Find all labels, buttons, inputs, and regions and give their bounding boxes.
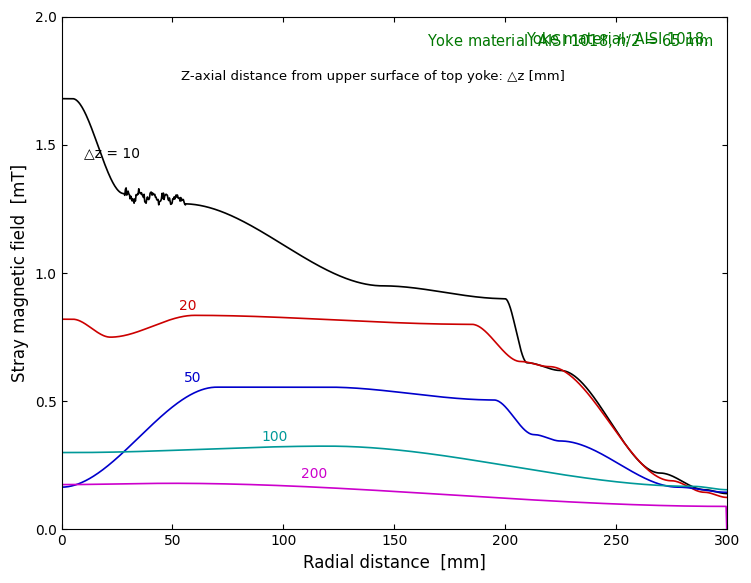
Text: 20: 20 bbox=[179, 299, 197, 313]
Text: Yoke material: AISI 1018,: Yoke material: AISI 1018, bbox=[526, 32, 713, 47]
Text: 200: 200 bbox=[301, 467, 327, 481]
Y-axis label: Stray magnetic field  [mT]: Stray magnetic field [mT] bbox=[11, 164, 29, 382]
Text: 100: 100 bbox=[261, 430, 288, 444]
Text: Z-axial distance from upper surface of top yoke: △z [mm]: Z-axial distance from upper surface of t… bbox=[181, 71, 566, 83]
Text: 50: 50 bbox=[183, 371, 201, 385]
Text: △z = 10: △z = 10 bbox=[83, 146, 140, 160]
Text: Yoke material: AISI 1018, $\it{h}$/2 = 65 mm: Yoke material: AISI 1018, $\it{h}$/2 = 6… bbox=[427, 32, 713, 50]
X-axis label: Radial distance  [mm]: Radial distance [mm] bbox=[303, 554, 486, 572]
